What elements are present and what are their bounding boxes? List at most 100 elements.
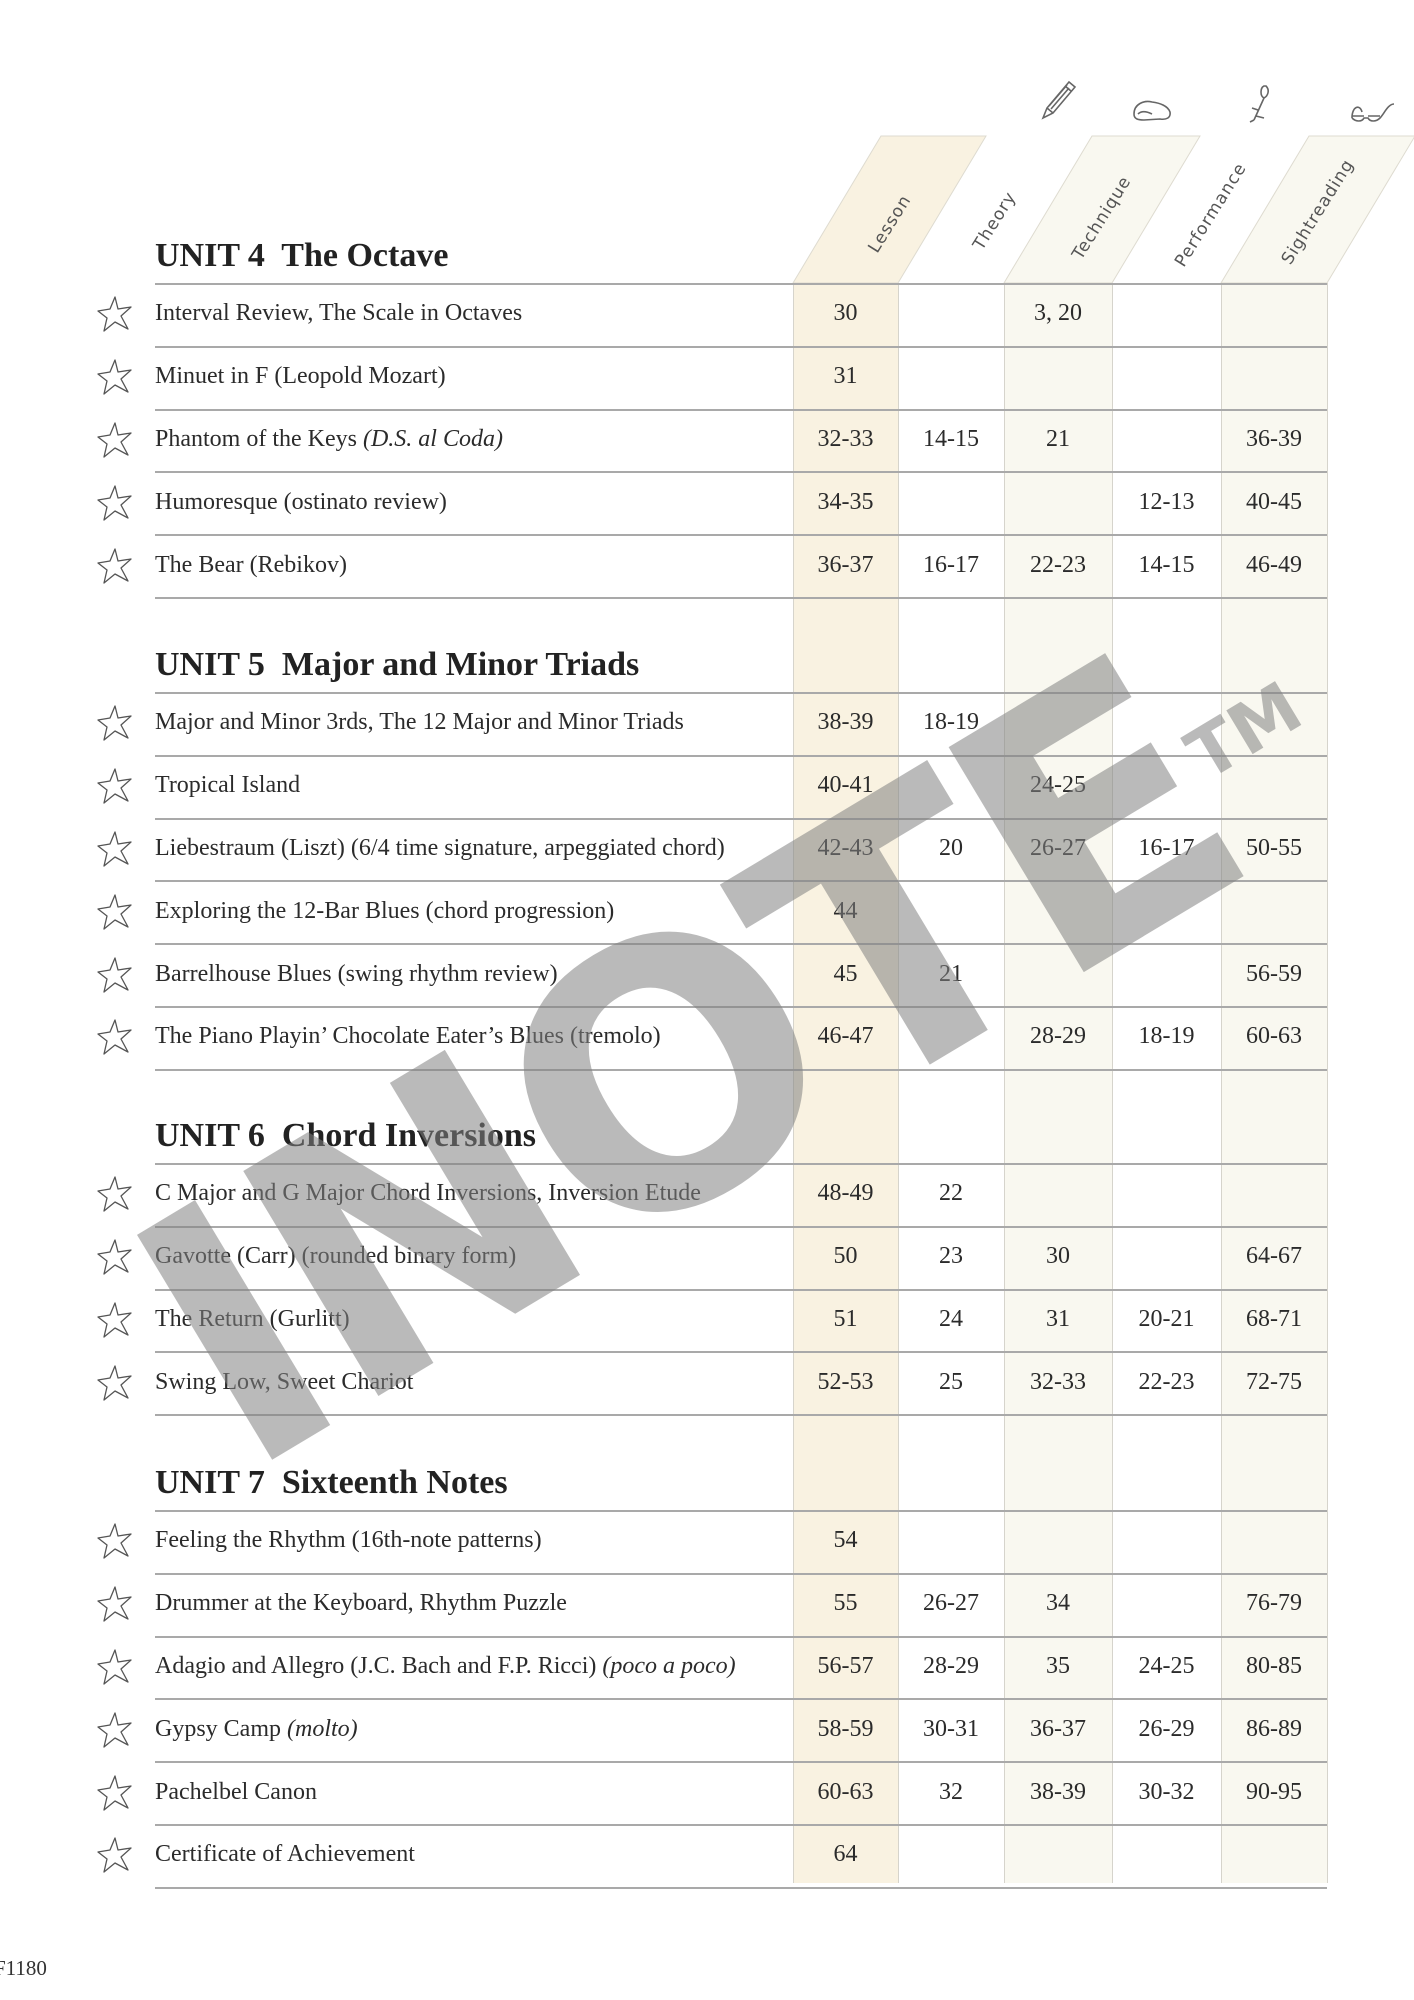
- lesson-title: C Major and G Major Chord Inversions, In…: [155, 1178, 701, 1208]
- page-cell-sightreading: 68-71: [1246, 1306, 1302, 1332]
- star-checkbox-icon[interactable]: [96, 830, 134, 868]
- lesson-title-text: Gavotte (Carr) (rounded binary form): [155, 1243, 517, 1270]
- row-rule: [155, 1006, 1327, 1008]
- star-checkbox-icon[interactable]: [96, 484, 134, 522]
- page-cell-lesson: 58-59: [817, 1715, 874, 1742]
- column-header-band: [792, 135, 1414, 284]
- row-rule: [155, 1068, 1327, 1071]
- page-cell-sightreading: 46-49: [1246, 551, 1302, 578]
- lesson-title: Adagio and Allegro (J.C. Bach and F.P. R…: [155, 1651, 736, 1681]
- page-cell-performance: 20-21: [1138, 1306, 1195, 1332]
- column-stripe-sightreading: [1221, 283, 1327, 1883]
- column-divider: [1004, 283, 1005, 1883]
- page-cell-lesson: 51: [833, 1306, 858, 1332]
- page-cell-theory: 28-29: [923, 1653, 979, 1679]
- lesson-title: Liebestraum (Liszt) (6/4 time signature,…: [155, 833, 725, 863]
- column-divider: [1221, 283, 1222, 1883]
- lesson-title: The Bear (Rebikov): [155, 550, 347, 580]
- star-checkbox-icon[interactable]: [96, 767, 134, 805]
- page-cell-sightreading: 50-55: [1246, 835, 1302, 861]
- page-cell-technique: 3, 20: [1034, 300, 1082, 327]
- star-checkbox-icon[interactable]: [96, 956, 134, 994]
- lesson-title-text: Pachelbel Canon: [155, 1778, 317, 1805]
- page-cell-lesson: 54: [833, 1527, 858, 1554]
- lesson-title-text: Minuet in F (Leopold Mozart): [155, 363, 446, 390]
- lesson-title: Minuet in F (Leopold Mozart): [155, 361, 446, 391]
- lesson-title-text: Swing Low, Sweet Chariot: [155, 1368, 414, 1395]
- lesson-title-text: Liebestraum (Liszt) (6/4 time signature,…: [155, 835, 725, 861]
- page-cell-performance: 30-32: [1138, 1778, 1195, 1805]
- lesson-title: The Return (Gurlitt): [155, 1304, 350, 1334]
- page-cell-lesson: 60-63: [817, 1778, 874, 1805]
- star-checkbox-icon[interactable]: [96, 421, 134, 459]
- page-cell-theory: 32: [939, 1778, 963, 1805]
- page-cell-lesson: 50: [833, 1243, 858, 1270]
- star-checkbox-icon[interactable]: [96, 1238, 134, 1276]
- page-cell-sightreading: 60-63: [1246, 1023, 1302, 1050]
- page-cell-performance: 18-19: [1138, 1023, 1195, 1050]
- page-cell-sightreading: 40-45: [1246, 488, 1302, 515]
- star-checkbox-icon[interactable]: [96, 704, 134, 742]
- lesson-title: Humoresque (ostinato review): [155, 487, 447, 517]
- page-cell-theory: 23: [939, 1243, 963, 1270]
- star-checkbox-icon[interactable]: [96, 1585, 134, 1623]
- unit-title: UNIT 6 Chord Inversions: [155, 1117, 537, 1154]
- page-cell-lesson: 42-43: [817, 835, 874, 861]
- page-cell-lesson: 30: [833, 300, 858, 327]
- page-cell-performance: 12-13: [1138, 488, 1195, 515]
- page-cell-sightreading: 76-79: [1246, 1590, 1302, 1617]
- row-rule: [155, 1414, 1327, 1417]
- star-checkbox-icon[interactable]: [96, 1836, 134, 1874]
- row-rule: [155, 597, 1327, 599]
- page-cell-lesson: 56-57: [817, 1653, 874, 1679]
- page-cell-performance: 14-15: [1138, 551, 1195, 578]
- page-cell-sightreading: 36-39: [1246, 426, 1302, 452]
- page-cell-technique: 35: [1046, 1653, 1070, 1679]
- lesson-title: Gavotte (Carr) (rounded binary form): [155, 1241, 516, 1271]
- lesson-title: Certificate of Achievement: [155, 1839, 415, 1869]
- star-checkbox-icon[interactable]: [96, 1364, 134, 1402]
- star-checkbox-icon[interactable]: [96, 1175, 134, 1213]
- star-checkbox-icon[interactable]: [96, 1774, 134, 1812]
- star-checkbox-icon[interactable]: [96, 893, 134, 931]
- page-cell-lesson: 48-49: [817, 1180, 874, 1207]
- lesson-title: Feeling the Rhythm (16th-note patterns): [155, 1525, 542, 1555]
- star-checkbox-icon[interactable]: [96, 1301, 134, 1339]
- column-divider: [898, 283, 899, 1883]
- page-cell-lesson: 31: [833, 363, 858, 390]
- star-checkbox-icon[interactable]: [96, 547, 134, 585]
- row-rule: [155, 1351, 1327, 1354]
- lesson-title: The Piano Playin’ Chocolate Eater’s Blue…: [155, 1021, 661, 1051]
- column-stripe-performance: [1112, 283, 1221, 1883]
- page-cell-technique: 36-37: [1030, 1715, 1086, 1742]
- column-divider: [1327, 283, 1328, 1883]
- page-cell-technique: 31: [1046, 1306, 1070, 1332]
- star-checkbox-icon[interactable]: [96, 295, 134, 333]
- row-rule: [155, 1824, 1327, 1826]
- row-rule: [155, 1886, 1327, 1889]
- page-cell-technique: 22-23: [1030, 551, 1086, 578]
- star-checkbox-icon[interactable]: [96, 1648, 134, 1686]
- page-cell-lesson: 64: [833, 1841, 858, 1868]
- unit-rule: [155, 1163, 1327, 1165]
- page-cell-sightreading: 72-75: [1246, 1368, 1302, 1395]
- page-cell-lesson: 38-39: [817, 709, 874, 736]
- page-cell-technique: 26-27: [1030, 835, 1086, 861]
- footer-code: F1180: [0, 1956, 47, 1980]
- page-cell-theory: 18-19: [923, 709, 979, 736]
- page-cell-lesson: 46-47: [817, 1023, 874, 1050]
- pencil-icon: [1041, 80, 1077, 120]
- lesson-title: Swing Low, Sweet Chariot: [155, 1367, 413, 1397]
- lesson-title-italic: (D.S. al Coda): [362, 426, 503, 452]
- lesson-title-text: Adagio and Allegro (J.C. Bach and F.P. R…: [155, 1653, 603, 1679]
- lesson-title: Interval Review, The Scale in Octaves: [155, 298, 522, 328]
- column-stripe-technique: [1004, 283, 1112, 1883]
- star-checkbox-icon[interactable]: [96, 1711, 134, 1749]
- lesson-title-text: Humoresque (ostinato review): [155, 488, 447, 515]
- star-checkbox-icon[interactable]: [96, 358, 134, 396]
- star-checkbox-icon[interactable]: [96, 1018, 134, 1056]
- page-cell-performance: 22-23: [1138, 1368, 1195, 1395]
- page-cell-theory: 30-31: [923, 1715, 979, 1742]
- star-checkbox-icon[interactable]: [96, 1522, 134, 1560]
- unit-rule: [155, 1510, 1327, 1512]
